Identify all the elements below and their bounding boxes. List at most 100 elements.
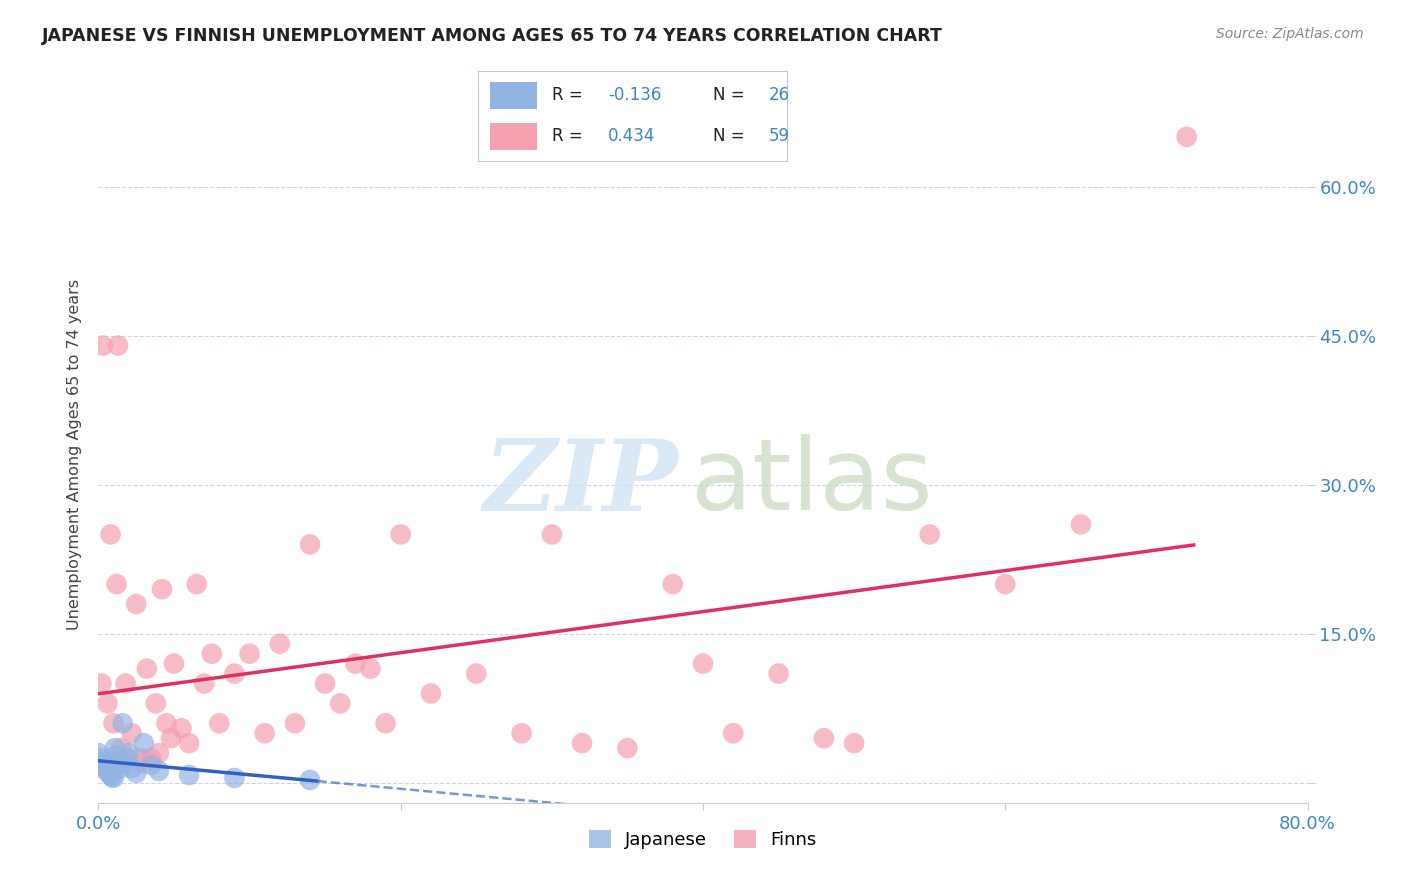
Text: atlas: atlas [690,434,932,532]
Point [465,666,488,681]
Point [299,537,322,551]
Point [118,751,141,765]
Point [150,582,173,596]
Point [155,716,177,731]
Point [105,577,128,591]
Point [170,721,193,735]
Point [420,686,443,700]
Point [344,657,367,671]
Text: N =: N = [713,87,749,104]
Point [844,736,866,750]
Point [1070,517,1092,532]
Bar [491,123,537,150]
Point [90,676,112,690]
Point [107,754,129,768]
Point [193,676,215,690]
Text: -0.136: -0.136 [607,87,661,104]
Point [96,697,118,711]
Point [93,758,115,772]
Point [224,666,246,681]
Text: ZIP: ZIP [484,434,679,531]
Point [103,771,125,785]
Point [98,766,121,780]
Point [253,726,276,740]
Legend: Japanese, Finns: Japanese, Finns [582,822,824,856]
Point [571,736,593,750]
Point [224,771,246,785]
Point [108,758,131,772]
Text: R =: R = [553,87,588,104]
Bar [491,82,537,109]
Point [135,662,157,676]
Point [87,746,110,760]
Point [813,731,835,746]
Point [148,746,170,760]
Text: N =: N = [713,128,749,145]
Point [105,748,128,763]
Point [148,764,170,778]
Point [284,716,307,731]
Point [129,751,152,765]
Point [1175,129,1198,144]
Point [918,527,941,541]
Point [100,768,122,782]
Point [389,527,412,541]
Point [186,577,208,591]
Point [103,716,125,731]
Point [314,676,336,690]
Point [90,751,112,765]
Point [201,647,224,661]
Point [104,741,127,756]
Point [141,751,163,765]
Point [616,741,638,756]
Point [91,756,114,770]
Text: 59: 59 [769,128,790,145]
Point [110,741,132,756]
Point [269,637,291,651]
Point [239,647,262,661]
Point [110,761,132,775]
Point [111,716,134,731]
Point [132,756,155,770]
Point [723,726,745,740]
Point [121,761,143,775]
Point [329,697,352,711]
Point [768,666,790,681]
Point [163,657,186,671]
Point [125,766,148,780]
Point [107,338,129,352]
Point [145,697,167,711]
Point [661,577,683,591]
Point [96,764,118,778]
Point [510,726,533,740]
Point [374,716,396,731]
Point [118,746,141,760]
Text: 0.434: 0.434 [607,128,655,145]
Point [994,577,1017,591]
Point [299,772,322,787]
Point [540,527,562,541]
Point [121,726,143,740]
Point [100,527,122,541]
Point [91,338,114,352]
Point [125,597,148,611]
Point [101,770,124,784]
Point [94,756,117,770]
Point [160,731,183,746]
Point [179,768,201,782]
Point [94,761,117,775]
Point [114,676,136,690]
Point [132,736,155,750]
Point [179,736,201,750]
Point [692,657,714,671]
Text: JAPANESE VS FINNISH UNEMPLOYMENT AMONG AGES 65 TO 74 YEARS CORRELATION CHART: JAPANESE VS FINNISH UNEMPLOYMENT AMONG A… [42,27,943,45]
Point [87,761,110,775]
Point [360,662,382,676]
Text: 26: 26 [769,87,790,104]
Point [208,716,231,731]
Point [114,751,136,765]
Y-axis label: Unemployment Among Ages 65 to 74 years: Unemployment Among Ages 65 to 74 years [67,279,83,631]
Text: R =: R = [553,128,588,145]
Point [141,758,163,772]
Point [111,756,134,770]
